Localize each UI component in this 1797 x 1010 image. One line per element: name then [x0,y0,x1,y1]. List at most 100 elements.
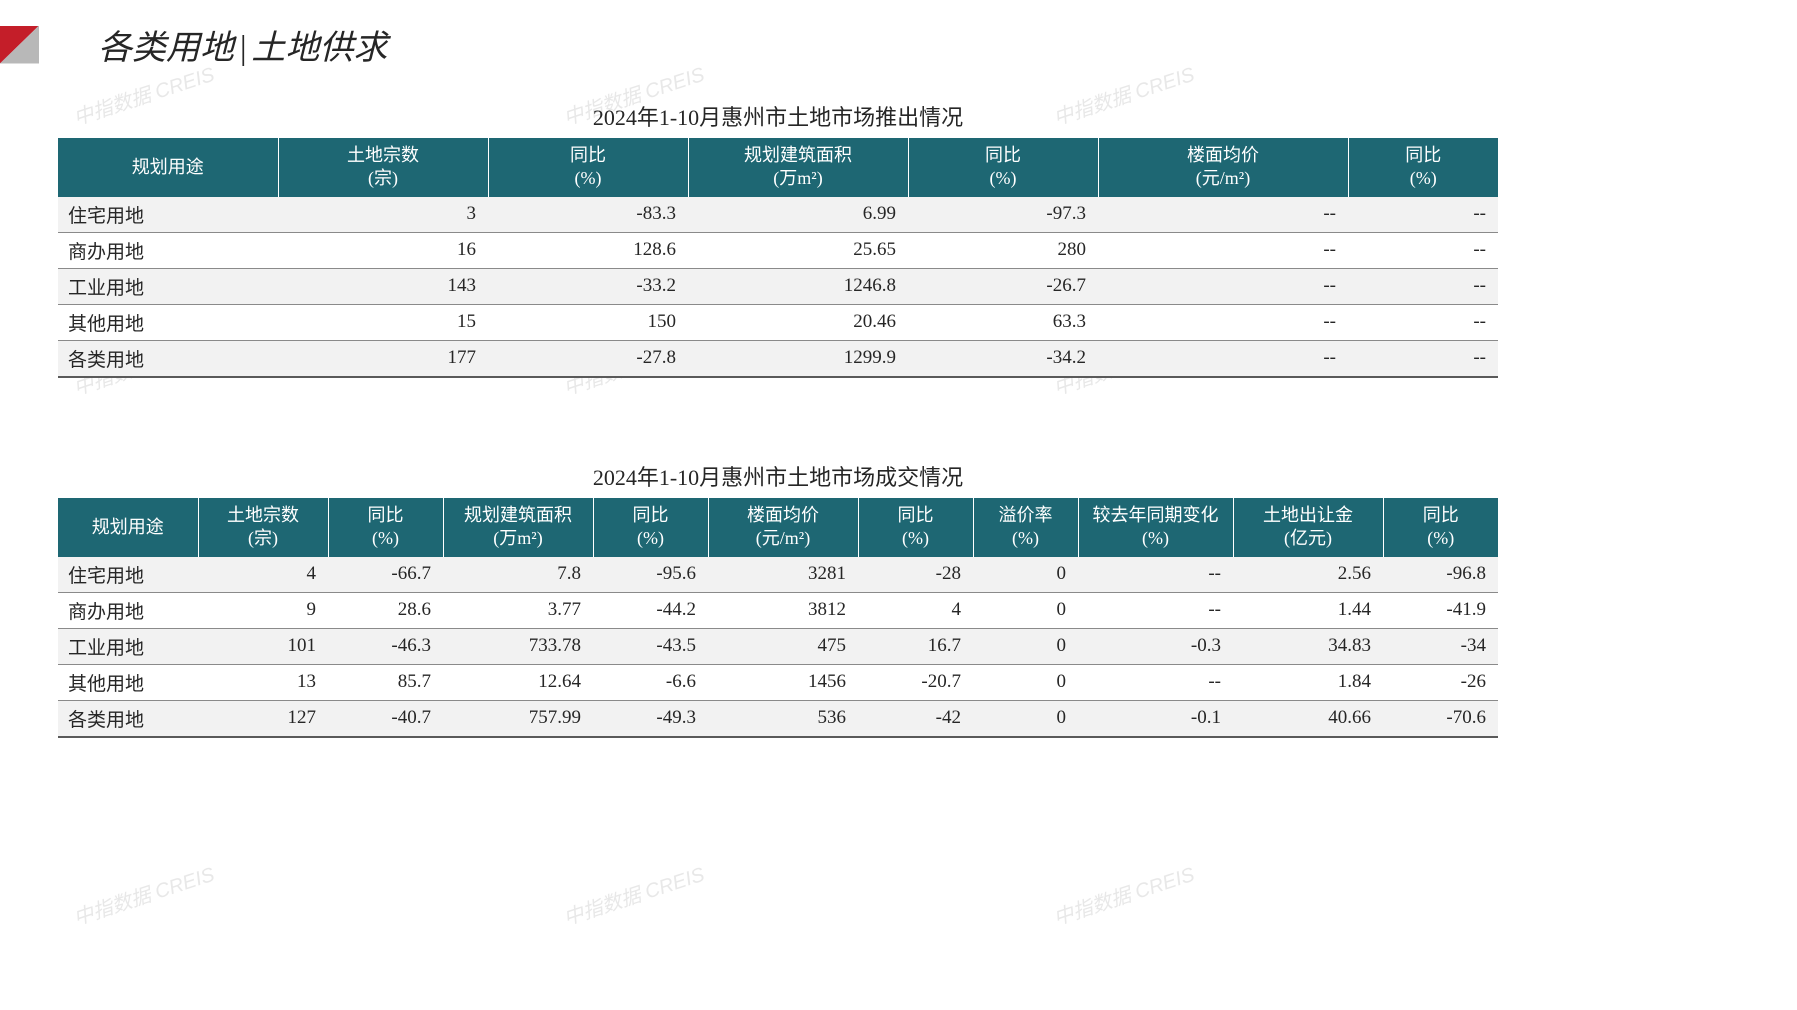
cell-value: -34.2 [908,340,1098,377]
cell-value: 757.99 [443,700,593,737]
cell-value: 0 [973,664,1078,700]
table-row: 商办用地928.63.77-44.2381240--1.44-41.9 [58,592,1498,628]
cell-value: -- [1098,304,1348,340]
column-header: 规划用途 [58,138,278,197]
cell-value: -66.7 [328,557,443,593]
table-row: 各类用地127-40.7757.99-49.3536-420-0.140.66-… [58,700,1498,737]
table2-caption: 2024年1-10月惠州市土地市场成交情况 [58,460,1498,492]
column-header: 土地宗数(宗) [278,138,488,197]
cell-value: -- [1078,664,1233,700]
cell-value: -97.3 [908,197,1098,233]
cell-value: 25.65 [688,232,908,268]
cell-value: -28 [858,557,973,593]
row-label: 其他用地 [58,664,198,700]
cell-value: 1246.8 [688,268,908,304]
cell-value: 0 [973,557,1078,593]
cell-value: 20.46 [688,304,908,340]
column-header: 同比(%) [908,138,1098,197]
row-label: 商办用地 [58,232,278,268]
cell-value: -- [1098,197,1348,233]
cell-value: -- [1078,592,1233,628]
cell-value: 3 [278,197,488,233]
table-section-1: 2024年1-10月惠州市土地市场推出情况 规划用途土地宗数(宗)同比(%)规划… [58,100,1498,378]
page-title: 各类用地|土地供求 [98,20,387,69]
cell-value: -40.7 [328,700,443,737]
row-label: 其他用地 [58,304,278,340]
cell-value: 0 [973,700,1078,737]
cell-value: -83.3 [488,197,688,233]
column-header: 溢价率(%) [973,498,1078,557]
cell-value: 12.64 [443,664,593,700]
watermark-text: 中指数据 CREIS [559,858,707,931]
cell-value: 280 [908,232,1098,268]
cell-value: -- [1098,340,1348,377]
cell-value: 2.56 [1233,557,1383,593]
cell-value: -34 [1383,628,1498,664]
title-right: 土地供求 [251,30,387,67]
cell-value: -26.7 [908,268,1098,304]
cell-value: -6.6 [593,664,708,700]
column-header: 同比(%) [593,498,708,557]
cell-value: 6.99 [688,197,908,233]
title-divider: | [238,30,247,67]
table-row: 住宅用地4-66.77.8-95.63281-280--2.56-96.8 [58,557,1498,593]
table1: 规划用途土地宗数(宗)同比(%)规划建筑面积(万m²)同比(%)楼面均价(元/m… [58,138,1498,378]
cell-value: -- [1078,557,1233,593]
row-label: 各类用地 [58,700,198,737]
row-label: 工业用地 [58,628,198,664]
cell-value: -- [1348,340,1498,377]
table-row: 住宅用地3-83.36.99-97.3---- [58,197,1498,233]
cell-value: 3.77 [443,592,593,628]
column-header: 楼面均价(元/m²) [1098,138,1348,197]
cell-value: -95.6 [593,557,708,593]
cell-value: 7.8 [443,557,593,593]
row-label: 商办用地 [58,592,198,628]
table-row: 工业用地143-33.21246.8-26.7---- [58,268,1498,304]
cell-value: 1.84 [1233,664,1383,700]
cell-value: 28.6 [328,592,443,628]
cell-value: 13 [198,664,328,700]
row-label: 住宅用地 [58,557,198,593]
table-section-2: 2024年1-10月惠州市土地市场成交情况 规划用途土地宗数(宗)同比(%)规划… [58,460,1498,738]
cell-value: 101 [198,628,328,664]
table-row: 其他用地1515020.4663.3---- [58,304,1498,340]
cell-value: -0.3 [1078,628,1233,664]
cell-value: -43.5 [593,628,708,664]
cell-value: 150 [488,304,688,340]
cell-value: -- [1098,268,1348,304]
cell-value: 40.66 [1233,700,1383,737]
cell-value: 34.83 [1233,628,1383,664]
cell-value: -44.2 [593,592,708,628]
cell-value: -49.3 [593,700,708,737]
cell-value: 63.3 [908,304,1098,340]
cell-value: 0 [973,628,1078,664]
cell-value: -- [1348,304,1498,340]
cell-value: 733.78 [443,628,593,664]
cell-value: 9 [198,592,328,628]
cell-value: -- [1348,232,1498,268]
cell-value: 85.7 [328,664,443,700]
column-header: 规划建筑面积(万m²) [688,138,908,197]
cell-value: 143 [278,268,488,304]
cell-value: 1299.9 [688,340,908,377]
column-header: 规划用途 [58,498,198,557]
cell-value: -70.6 [1383,700,1498,737]
column-header: 楼面均价(元/m²) [708,498,858,557]
cell-value: 536 [708,700,858,737]
cell-value: -26 [1383,664,1498,700]
cell-value: 4 [198,557,328,593]
cell-value: -- [1098,232,1348,268]
cell-value: -41.9 [1383,592,1498,628]
column-header: 同比(%) [1383,498,1498,557]
watermark-text: 中指数据 CREIS [69,858,217,931]
column-header: 同比(%) [1348,138,1498,197]
cell-value: 1.44 [1233,592,1383,628]
cell-value: 128.6 [488,232,688,268]
cell-value: -- [1348,197,1498,233]
column-header: 同比(%) [488,138,688,197]
cell-value: 0 [973,592,1078,628]
table-row: 各类用地177-27.81299.9-34.2---- [58,340,1498,377]
column-header: 同比(%) [328,498,443,557]
cell-value: -46.3 [328,628,443,664]
cell-value: 3281 [708,557,858,593]
